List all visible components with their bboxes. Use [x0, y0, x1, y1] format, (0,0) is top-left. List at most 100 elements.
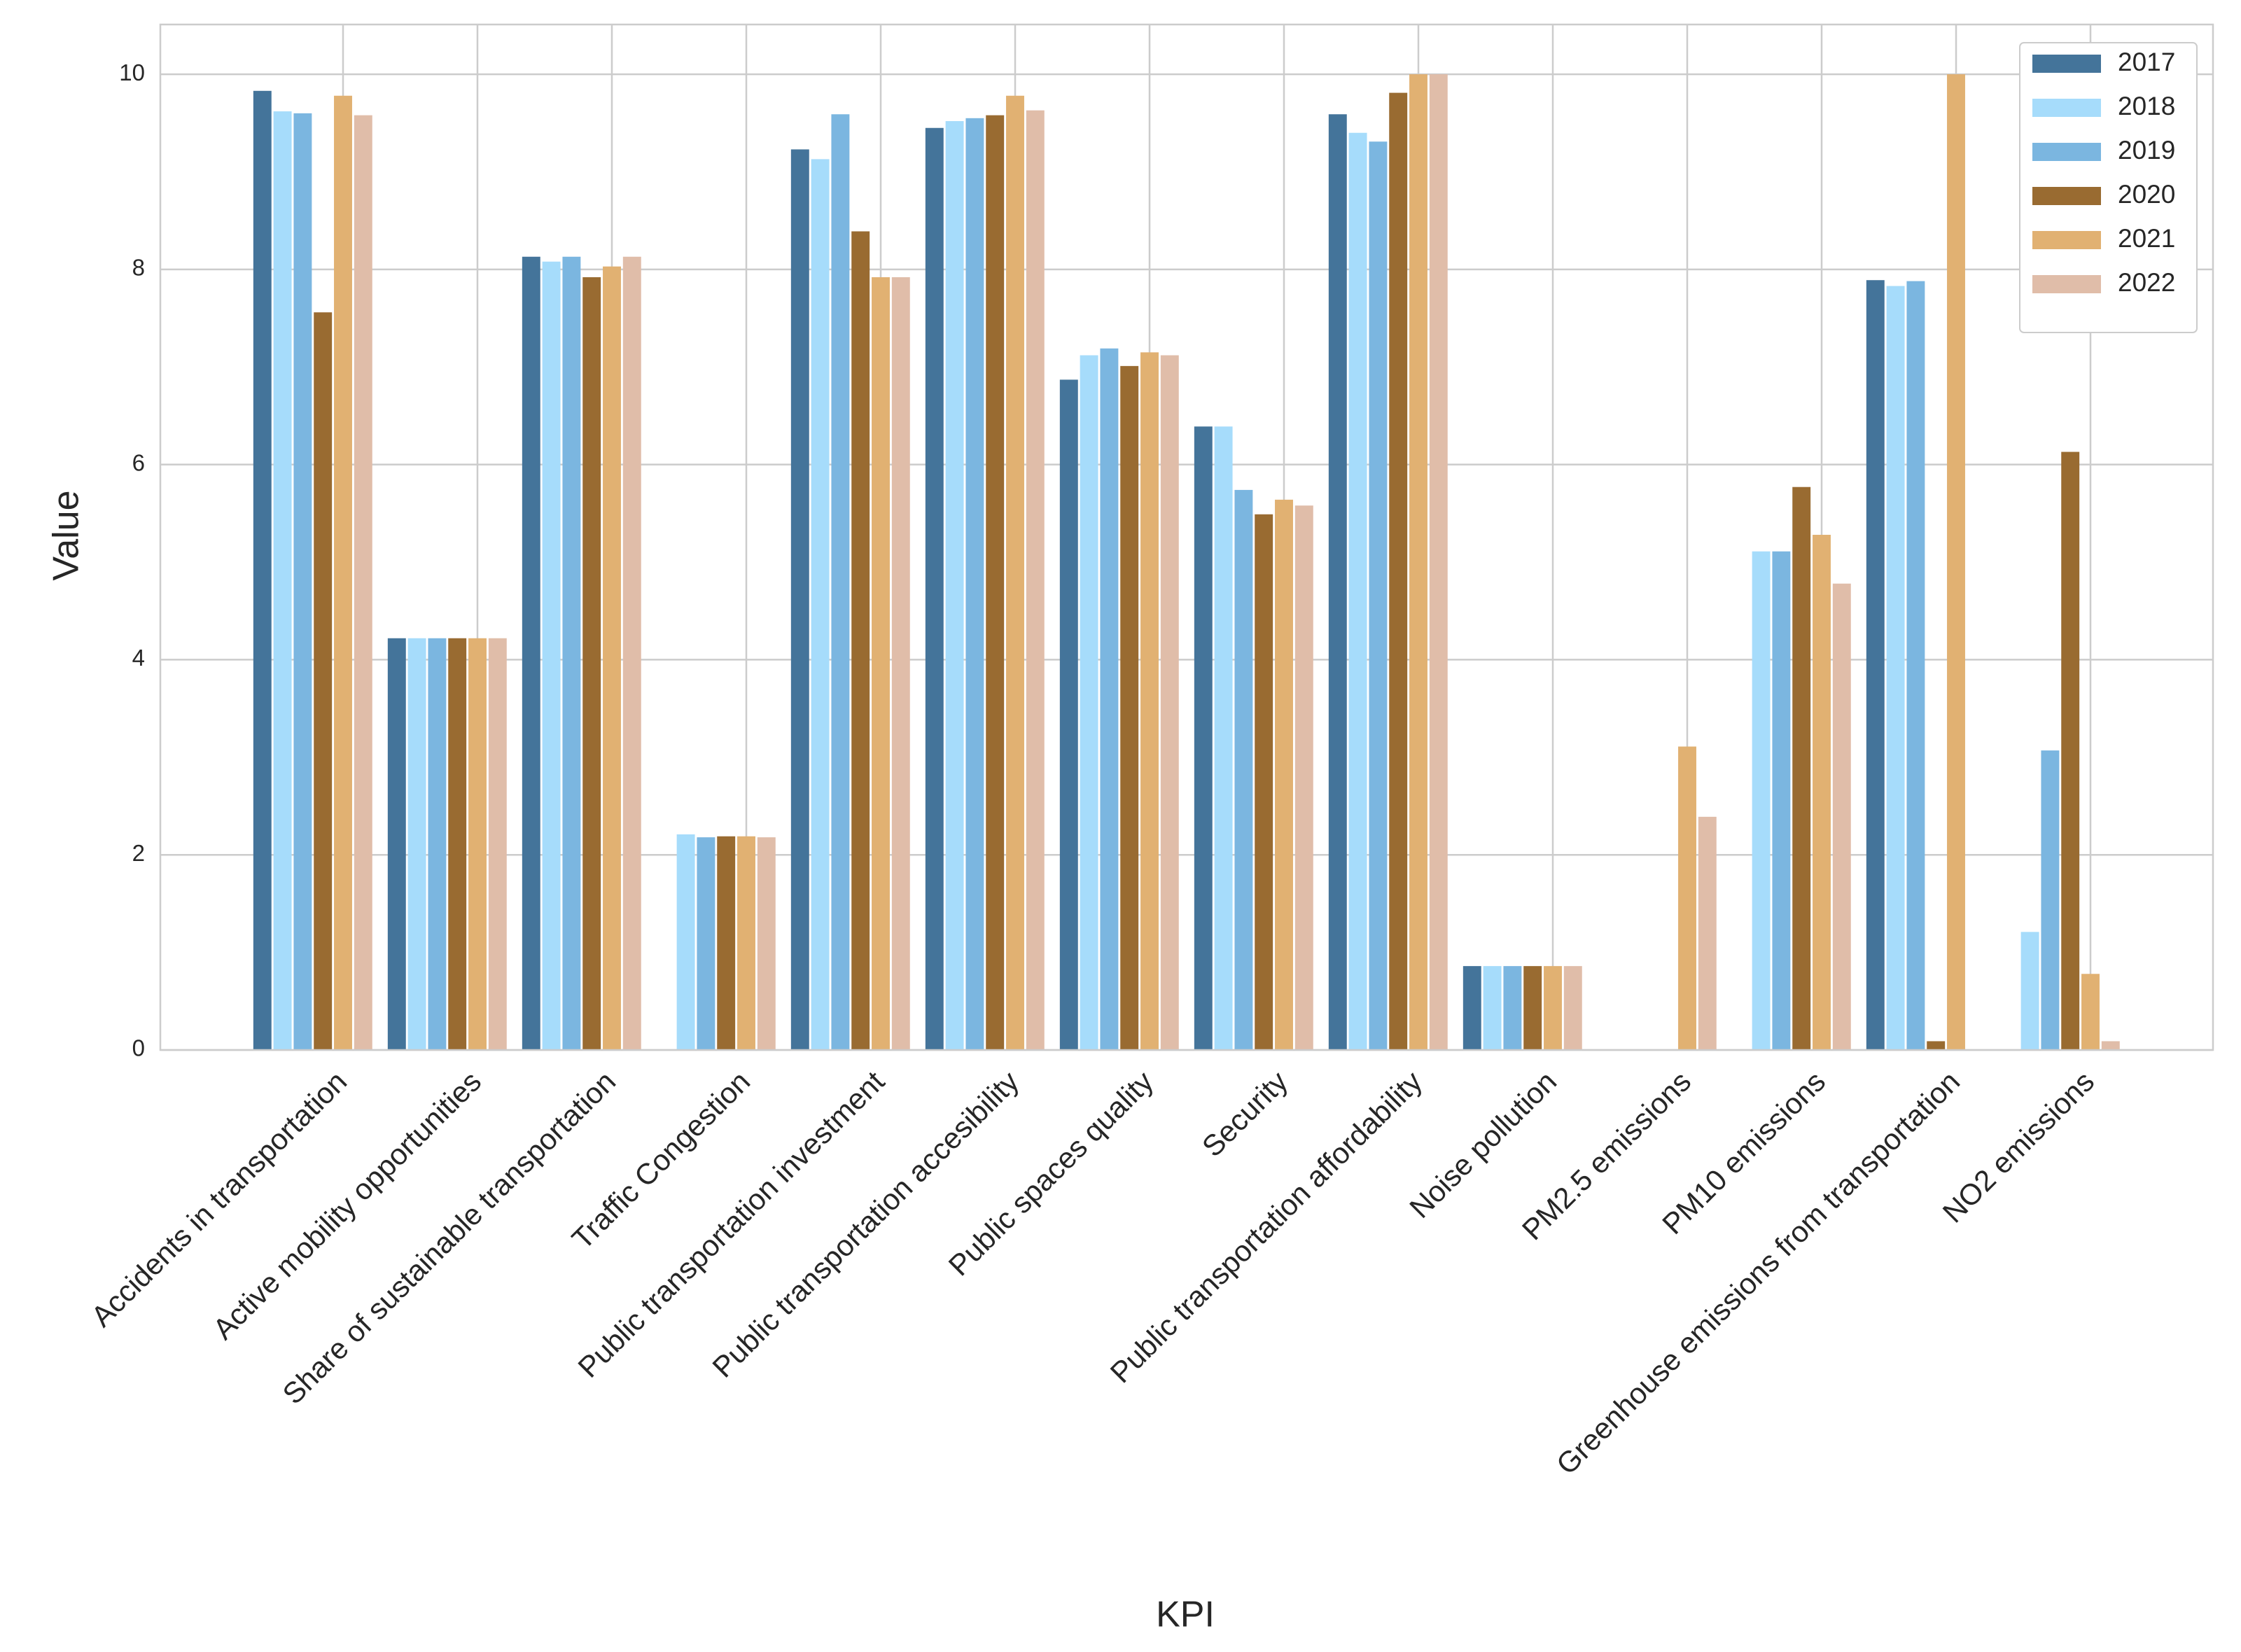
bar: [1772, 551, 1791, 1050]
bar: [1275, 499, 1293, 1050]
bar: [1544, 966, 1562, 1050]
bar: [1483, 966, 1502, 1050]
bar: [790, 149, 809, 1051]
bar: [2081, 974, 2100, 1050]
bar: [2020, 932, 2039, 1050]
y-tick-label: 10: [119, 59, 145, 85]
legend-swatch: [2032, 275, 2101, 293]
bar: [2101, 1041, 2120, 1050]
bar: [488, 638, 507, 1050]
bar: [925, 127, 944, 1050]
bar: [1389, 92, 1408, 1051]
bar: [1348, 132, 1367, 1050]
bar: [2061, 451, 2080, 1050]
bar: [851, 231, 870, 1050]
legend-swatch: [2032, 187, 2101, 205]
bar: [1120, 365, 1139, 1050]
bar: [1255, 514, 1273, 1050]
bar: [1194, 426, 1213, 1050]
x-tick-label: Active mobility opportunities: [207, 1065, 487, 1345]
bar: [253, 90, 272, 1051]
bar: [1140, 352, 1159, 1050]
y-tick-label: 0: [132, 1035, 145, 1061]
bar: [1523, 966, 1542, 1050]
bar: [1294, 505, 1313, 1050]
legend-swatch: [2032, 231, 2101, 249]
legend-label: 2020: [2118, 180, 2175, 209]
legend-label: 2019: [2118, 136, 2175, 164]
bar: [542, 261, 561, 1051]
bar: [1462, 966, 1481, 1050]
legend-label: 2017: [2118, 48, 2175, 76]
bar: [717, 836, 736, 1050]
bar: [757, 837, 776, 1050]
bar: [562, 256, 581, 1050]
bar: [831, 114, 850, 1051]
bar: [1752, 551, 1771, 1050]
bar: [1409, 74, 1427, 1050]
bar: [354, 115, 372, 1051]
bar: [428, 638, 447, 1050]
bar: [273, 111, 292, 1050]
bar: [1678, 746, 1696, 1050]
bar: [872, 277, 890, 1050]
bar: [1563, 966, 1582, 1050]
y-axis-label: Value: [46, 490, 87, 580]
bar: [676, 834, 695, 1050]
bar: [1792, 486, 1811, 1050]
y-tick-label: 4: [132, 645, 145, 671]
bar: [945, 120, 964, 1050]
bar: [1813, 535, 1831, 1050]
bar: [468, 638, 487, 1050]
bar: [1080, 355, 1098, 1051]
bar: [1234, 489, 1253, 1050]
bar: [1698, 816, 1717, 1050]
bar: [1503, 966, 1522, 1050]
y-tick-label: 6: [132, 449, 145, 475]
bar: [448, 638, 467, 1050]
bar: [1947, 74, 1965, 1050]
legend-swatch: [2032, 55, 2101, 73]
bar: [293, 113, 312, 1051]
bar: [1866, 280, 1885, 1050]
bar: [314, 312, 333, 1050]
bar: [737, 836, 755, 1050]
bar: [697, 837, 715, 1050]
bar: [1369, 141, 1388, 1050]
bar: [965, 118, 984, 1050]
bar: [407, 638, 426, 1050]
bar: [811, 159, 830, 1051]
bar: [387, 638, 406, 1050]
bar: [2041, 750, 2060, 1050]
legend-label: 2022: [2118, 268, 2175, 297]
y-tick-label: 2: [132, 840, 145, 866]
bar: [1006, 95, 1024, 1050]
bar: [891, 277, 910, 1050]
bar: [1927, 1041, 1946, 1050]
bar: [582, 277, 601, 1050]
legend-swatch: [2032, 99, 2101, 117]
bar: [1429, 74, 1448, 1050]
y-tick-label: 8: [132, 255, 145, 281]
legend-swatch: [2032, 143, 2101, 161]
x-tick-label: Accidents in transportation: [85, 1065, 353, 1333]
plot-frame: [159, 23, 2214, 1051]
x-tick-label: Security: [1196, 1065, 1294, 1163]
bar: [986, 115, 1005, 1051]
legend-label: 2021: [2118, 224, 2175, 253]
bar: [1026, 110, 1045, 1051]
grid: [160, 24, 2213, 1051]
bar: [1328, 114, 1347, 1051]
bar: [622, 256, 641, 1050]
bar: [1059, 379, 1078, 1050]
bar: [1160, 355, 1179, 1051]
bar: [1214, 426, 1233, 1050]
bar: [603, 266, 621, 1050]
bar: [334, 95, 352, 1050]
bar: [522, 256, 540, 1050]
bar: [1832, 583, 1851, 1050]
legend-label: 2018: [2118, 92, 2175, 120]
bar: [1886, 286, 1905, 1051]
bar: [1906, 281, 1925, 1050]
